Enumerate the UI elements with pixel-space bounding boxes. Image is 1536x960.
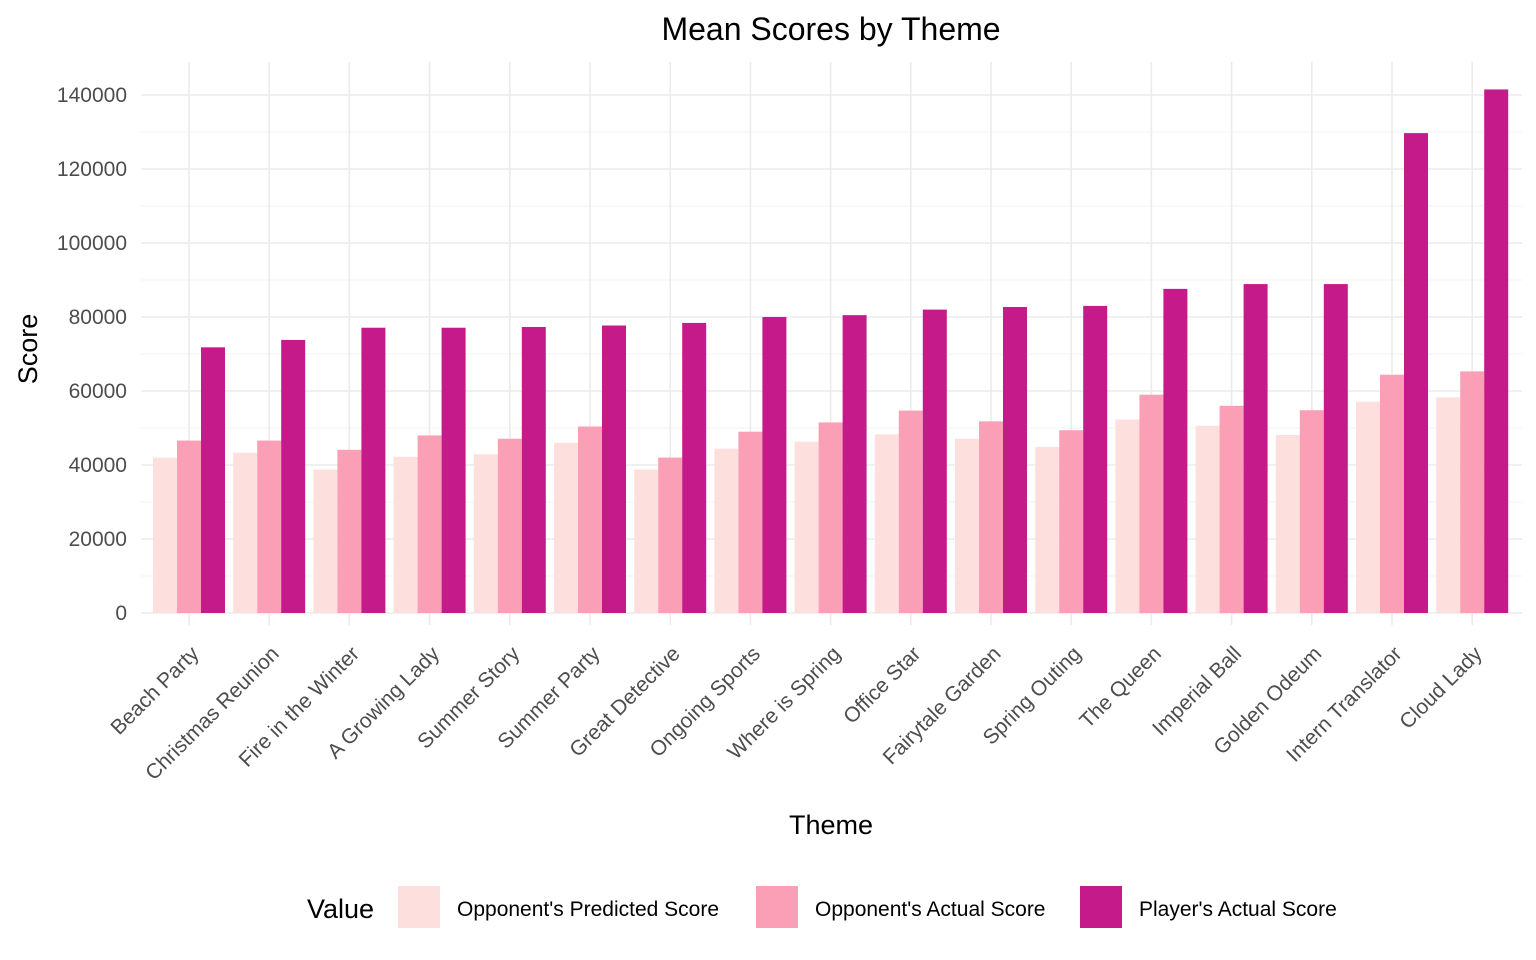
bar — [1484, 89, 1509, 613]
bar — [313, 469, 338, 613]
y-axis-ticks: 0 20000 40000 60000 80000 100000 120000 140000 — [57, 84, 127, 625]
bar — [1460, 371, 1485, 613]
bar — [521, 326, 546, 613]
bar — [738, 431, 763, 613]
bar — [842, 315, 867, 613]
bar — [1436, 397, 1461, 613]
bar — [874, 434, 899, 613]
bar — [658, 457, 683, 613]
y-axis-title: Score — [13, 314, 43, 385]
x-tick-label: Cloud Lady — [1395, 642, 1487, 734]
x-tick-label: Office Star — [839, 642, 925, 728]
bar — [393, 456, 418, 613]
bar — [554, 442, 578, 613]
bar — [1163, 288, 1188, 613]
bar — [578, 426, 602, 613]
y-tick-label: 80000 — [69, 306, 127, 329]
y-tick-label: 20000 — [69, 528, 127, 551]
bar — [201, 347, 225, 613]
bar — [1083, 305, 1108, 613]
legend-swatch-player-actual — [1080, 886, 1122, 928]
y-tick-label: 140000 — [57, 84, 127, 107]
bar — [898, 410, 923, 613]
bar — [818, 422, 843, 613]
bar — [473, 454, 498, 613]
bar — [1380, 374, 1404, 613]
bar — [1219, 405, 1244, 613]
legend-title: Value — [307, 894, 374, 924]
y-tick-label: 60000 — [69, 380, 127, 403]
bar — [1275, 435, 1300, 613]
bar — [1035, 446, 1060, 613]
legend-swatch-predicted — [398, 886, 440, 928]
legend-swatch-opponent-actual — [756, 886, 798, 928]
bar — [281, 339, 306, 613]
bar — [1115, 419, 1140, 613]
bar — [1059, 430, 1084, 613]
legend-label-opponent-actual: Opponent's Actual Score — [815, 898, 1046, 921]
bar — [794, 441, 819, 613]
bar — [1195, 425, 1220, 613]
bar — [922, 309, 947, 613]
bar — [682, 322, 707, 613]
bar — [1299, 410, 1324, 613]
bar — [1243, 284, 1268, 613]
bar — [1323, 284, 1348, 613]
y-tick-label: 100000 — [57, 232, 127, 255]
bar — [602, 325, 626, 613]
bar — [177, 440, 201, 613]
x-axis-title: Theme — [789, 810, 873, 840]
legend-label-predicted: Opponent's Predicted Score — [457, 898, 719, 921]
y-tick-label: 0 — [115, 602, 127, 625]
bar — [1139, 394, 1164, 613]
bar — [714, 448, 739, 613]
bar — [497, 438, 522, 613]
bar — [634, 469, 659, 613]
bar — [1404, 133, 1428, 614]
bar — [762, 317, 787, 613]
bar — [233, 452, 258, 613]
chart-title: Mean Scores by Theme — [661, 11, 1000, 47]
bar — [337, 449, 362, 613]
bar — [955, 438, 979, 613]
bar — [1356, 401, 1380, 613]
bar — [257, 440, 282, 613]
bar — [361, 327, 386, 613]
legend: Value Opponent's Predicted Score Opponen… — [307, 886, 1337, 928]
bar — [417, 435, 442, 613]
y-tick-label: 40000 — [69, 454, 127, 477]
bar — [1003, 307, 1027, 613]
bar — [153, 457, 177, 613]
legend-label-player-actual: Player's Actual Score — [1139, 898, 1337, 921]
x-tick-label: Christmas Reunion — [141, 642, 284, 785]
bar — [979, 421, 1003, 613]
bar — [441, 327, 466, 613]
y-tick-label: 120000 — [57, 158, 127, 181]
bars — [153, 89, 1509, 614]
